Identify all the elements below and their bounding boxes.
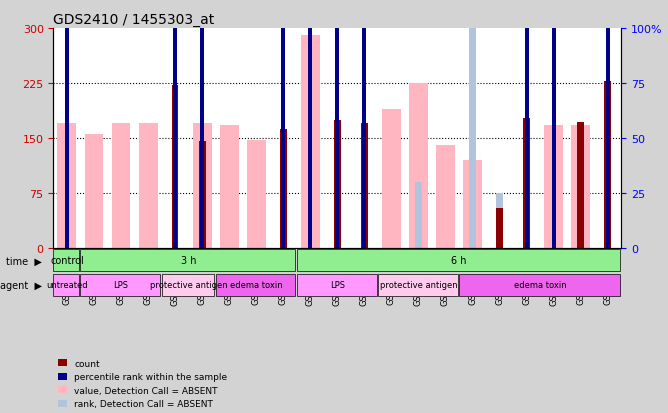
Bar — [571, 126, 590, 249]
Bar — [65, 0, 69, 249]
Bar — [552, 0, 556, 249]
Bar — [57, 124, 76, 249]
Bar — [496, 208, 503, 249]
Bar — [172, 86, 178, 249]
FancyBboxPatch shape — [80, 250, 295, 272]
Text: protective antigen: protective antigen — [379, 281, 458, 290]
Text: LPS: LPS — [114, 281, 128, 290]
Bar — [335, 0, 339, 249]
Bar — [469, 0, 476, 249]
Bar — [415, 183, 422, 249]
Bar — [112, 124, 130, 249]
FancyBboxPatch shape — [459, 274, 620, 296]
Legend: count, percentile rank within the sample, value, Detection Call = ABSENT, rank, : count, percentile rank within the sample… — [58, 359, 227, 408]
Bar — [409, 84, 428, 249]
Text: edema toxin: edema toxin — [230, 281, 283, 290]
Bar — [220, 126, 238, 249]
Bar — [606, 0, 610, 249]
Text: 3 h: 3 h — [181, 256, 196, 266]
Bar — [496, 194, 503, 249]
Text: edema toxin: edema toxin — [514, 281, 566, 290]
FancyBboxPatch shape — [80, 274, 160, 296]
Bar — [463, 161, 482, 249]
FancyBboxPatch shape — [297, 274, 377, 296]
Bar — [334, 121, 341, 249]
Bar — [382, 109, 401, 249]
FancyBboxPatch shape — [162, 274, 214, 296]
Text: GDS2410 / 1455303_at: GDS2410 / 1455303_at — [53, 12, 214, 26]
Bar — [281, 0, 285, 249]
Bar — [577, 123, 584, 249]
Bar — [362, 0, 367, 249]
Bar — [523, 118, 530, 249]
Bar — [173, 0, 177, 249]
Bar — [524, 0, 528, 249]
Text: time  ▶: time ▶ — [6, 256, 42, 266]
FancyBboxPatch shape — [216, 274, 295, 296]
Bar — [308, 0, 313, 249]
Text: untreated: untreated — [46, 281, 88, 290]
Bar — [301, 36, 320, 249]
FancyBboxPatch shape — [53, 250, 79, 272]
Bar — [605, 82, 611, 249]
Text: 6 h: 6 h — [452, 256, 467, 266]
FancyBboxPatch shape — [297, 250, 620, 272]
Bar — [199, 142, 206, 249]
FancyBboxPatch shape — [378, 274, 458, 296]
Bar — [85, 135, 104, 249]
Bar — [139, 124, 158, 249]
Bar — [361, 124, 368, 249]
Text: control: control — [50, 256, 84, 266]
Bar — [246, 140, 266, 249]
Text: LPS: LPS — [330, 281, 345, 290]
Bar — [200, 0, 204, 249]
FancyBboxPatch shape — [53, 274, 79, 296]
Bar — [436, 146, 455, 249]
Text: agent  ▶: agent ▶ — [0, 280, 42, 290]
Text: protective antigen: protective antigen — [150, 281, 227, 290]
Bar — [192, 124, 212, 249]
Bar — [280, 130, 287, 249]
Bar — [544, 126, 563, 249]
